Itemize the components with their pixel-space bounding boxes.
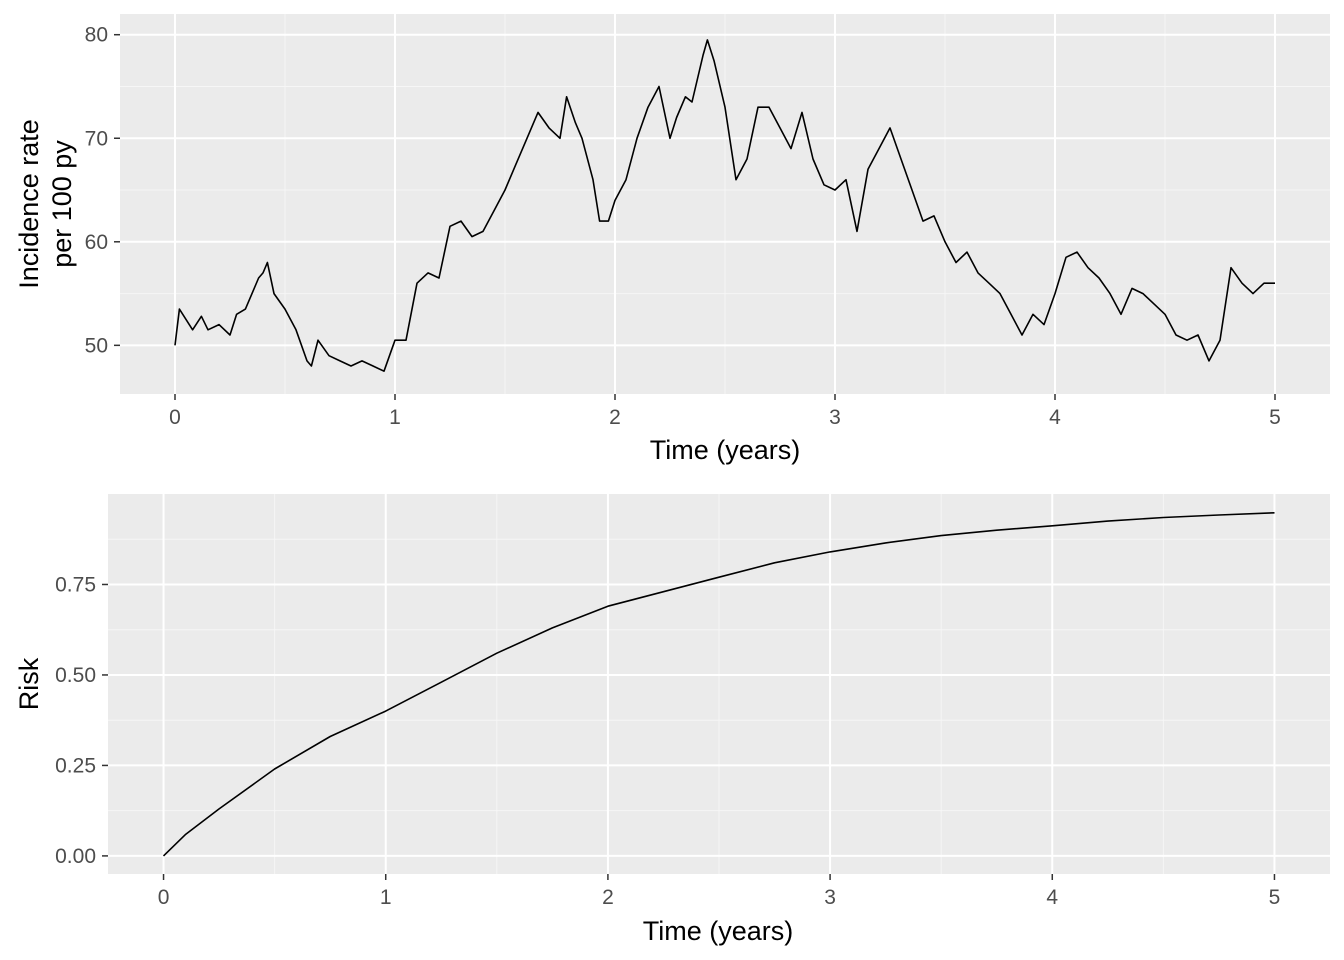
risk-y-tick-label: 0.50: [55, 664, 96, 687]
incidence-x-tick-label: 3: [829, 406, 841, 429]
risk-y-tick-label: 0.75: [55, 573, 96, 596]
risk-x-tick-labels: 0 1 2 3 4 5: [158, 886, 1281, 909]
incidence-x-tick-label: 1: [389, 406, 401, 429]
incidence-plot: 50 60 70 80 0 1 2 3 4 5 Time (years) Inc…: [14, 14, 1330, 465]
risk-x-tick-label: 4: [1046, 886, 1058, 909]
incidence-y-tick-label: 80: [85, 24, 108, 47]
incidence-y-axis-title: Incidence rate per 100 py: [14, 119, 77, 289]
risk-x-tick-label: 1: [380, 886, 392, 909]
incidence-y-tick-labels: 50 60 70 80: [85, 24, 108, 358]
risk-y-tick-labels: 0.00 0.25 0.50 0.75: [55, 573, 96, 867]
risk-gridlines: [102, 494, 1330, 880]
risk-y-tick-label: 0.25: [55, 754, 96, 777]
risk-x-tick-label: 3: [824, 886, 836, 909]
incidence-y-tick-label: 50: [85, 334, 108, 357]
incidence-x-tick-label: 0: [169, 406, 181, 429]
risk-x-tick-label: 5: [1269, 886, 1281, 909]
risk-y-axis-title: Risk: [14, 657, 44, 710]
incidence-y-axis-title-line-2: per 100 py: [47, 140, 77, 268]
incidence-y-tick-label: 70: [85, 127, 108, 150]
risk-plot: 0.00 0.25 0.50 0.75 0 1 2 3 4 5 Time (ye…: [14, 494, 1330, 946]
incidence-x-tick-labels: 0 1 2 3 4 5: [169, 406, 1281, 429]
risk-x-tick-label: 2: [602, 886, 614, 909]
incidence-series-line: [174, 39, 1275, 372]
risk-x-axis-title: Time (years): [643, 916, 794, 946]
incidence-x-tick-label: 4: [1049, 406, 1061, 429]
incidence-x-tick-label: 2: [609, 406, 621, 429]
incidence-y-tick-label: 60: [85, 231, 108, 254]
incidence-y-axis-title-line-1: Incidence rate: [14, 119, 44, 289]
incidence-gridlines: [114, 14, 1330, 400]
risk-series-line: [162, 512, 1275, 857]
risk-y-tick-label: 0.00: [55, 845, 96, 868]
incidence-x-tick-label: 5: [1269, 406, 1281, 429]
incidence-x-axis-title: Time (years): [650, 435, 801, 465]
risk-x-tick-label: 0: [158, 886, 170, 909]
